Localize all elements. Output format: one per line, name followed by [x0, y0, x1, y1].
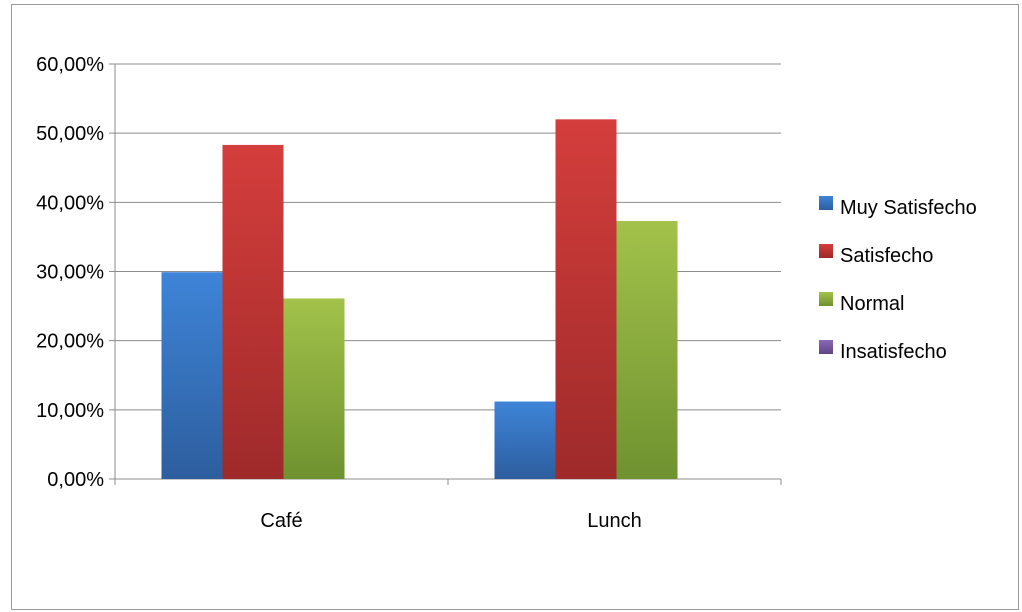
x-category-label: Lunch — [587, 510, 642, 532]
legend-label: Satisfecho — [840, 245, 933, 267]
bar-normal — [283, 298, 345, 479]
bar-satisfecho — [555, 119, 617, 479]
bar-muy-satisfecho — [494, 401, 556, 479]
y-tick-label: 40,00% — [36, 192, 104, 214]
y-tick-label: 50,00% — [36, 123, 104, 145]
y-tick-label: 60,00% — [36, 54, 104, 76]
bar-muy-satisfecho — [161, 272, 223, 479]
bar-normal — [616, 221, 678, 479]
legend-label: Normal — [840, 293, 904, 315]
x-category-label: Café — [260, 510, 302, 532]
bars — [161, 119, 678, 480]
chart-frame — [11, 4, 1019, 610]
legend: Muy Satisfecho Satisfecho Normal Insatisfec… — [819, 196, 977, 363]
y-tick-label: 20,00% — [36, 331, 104, 353]
legend-label: Insatisfecho — [840, 341, 947, 363]
legend-swatch — [819, 340, 833, 354]
legend-swatch — [819, 244, 833, 258]
legend-label: Muy Satisfecho — [840, 197, 977, 219]
x-axis: Café Lunch — [114, 478, 782, 532]
y-tick-label: 10,00% — [36, 400, 104, 422]
legend-swatch — [819, 292, 833, 306]
legend-swatch — [819, 196, 833, 210]
y-tick-label: 0,00% — [47, 469, 104, 491]
y-axis: 0,00% 10,00% 20,00% 30,00% 40,00% 50,00% 60,00… — [36, 54, 116, 491]
y-tick-label: 30,00% — [36, 262, 104, 284]
bar-satisfecho — [222, 144, 284, 480]
